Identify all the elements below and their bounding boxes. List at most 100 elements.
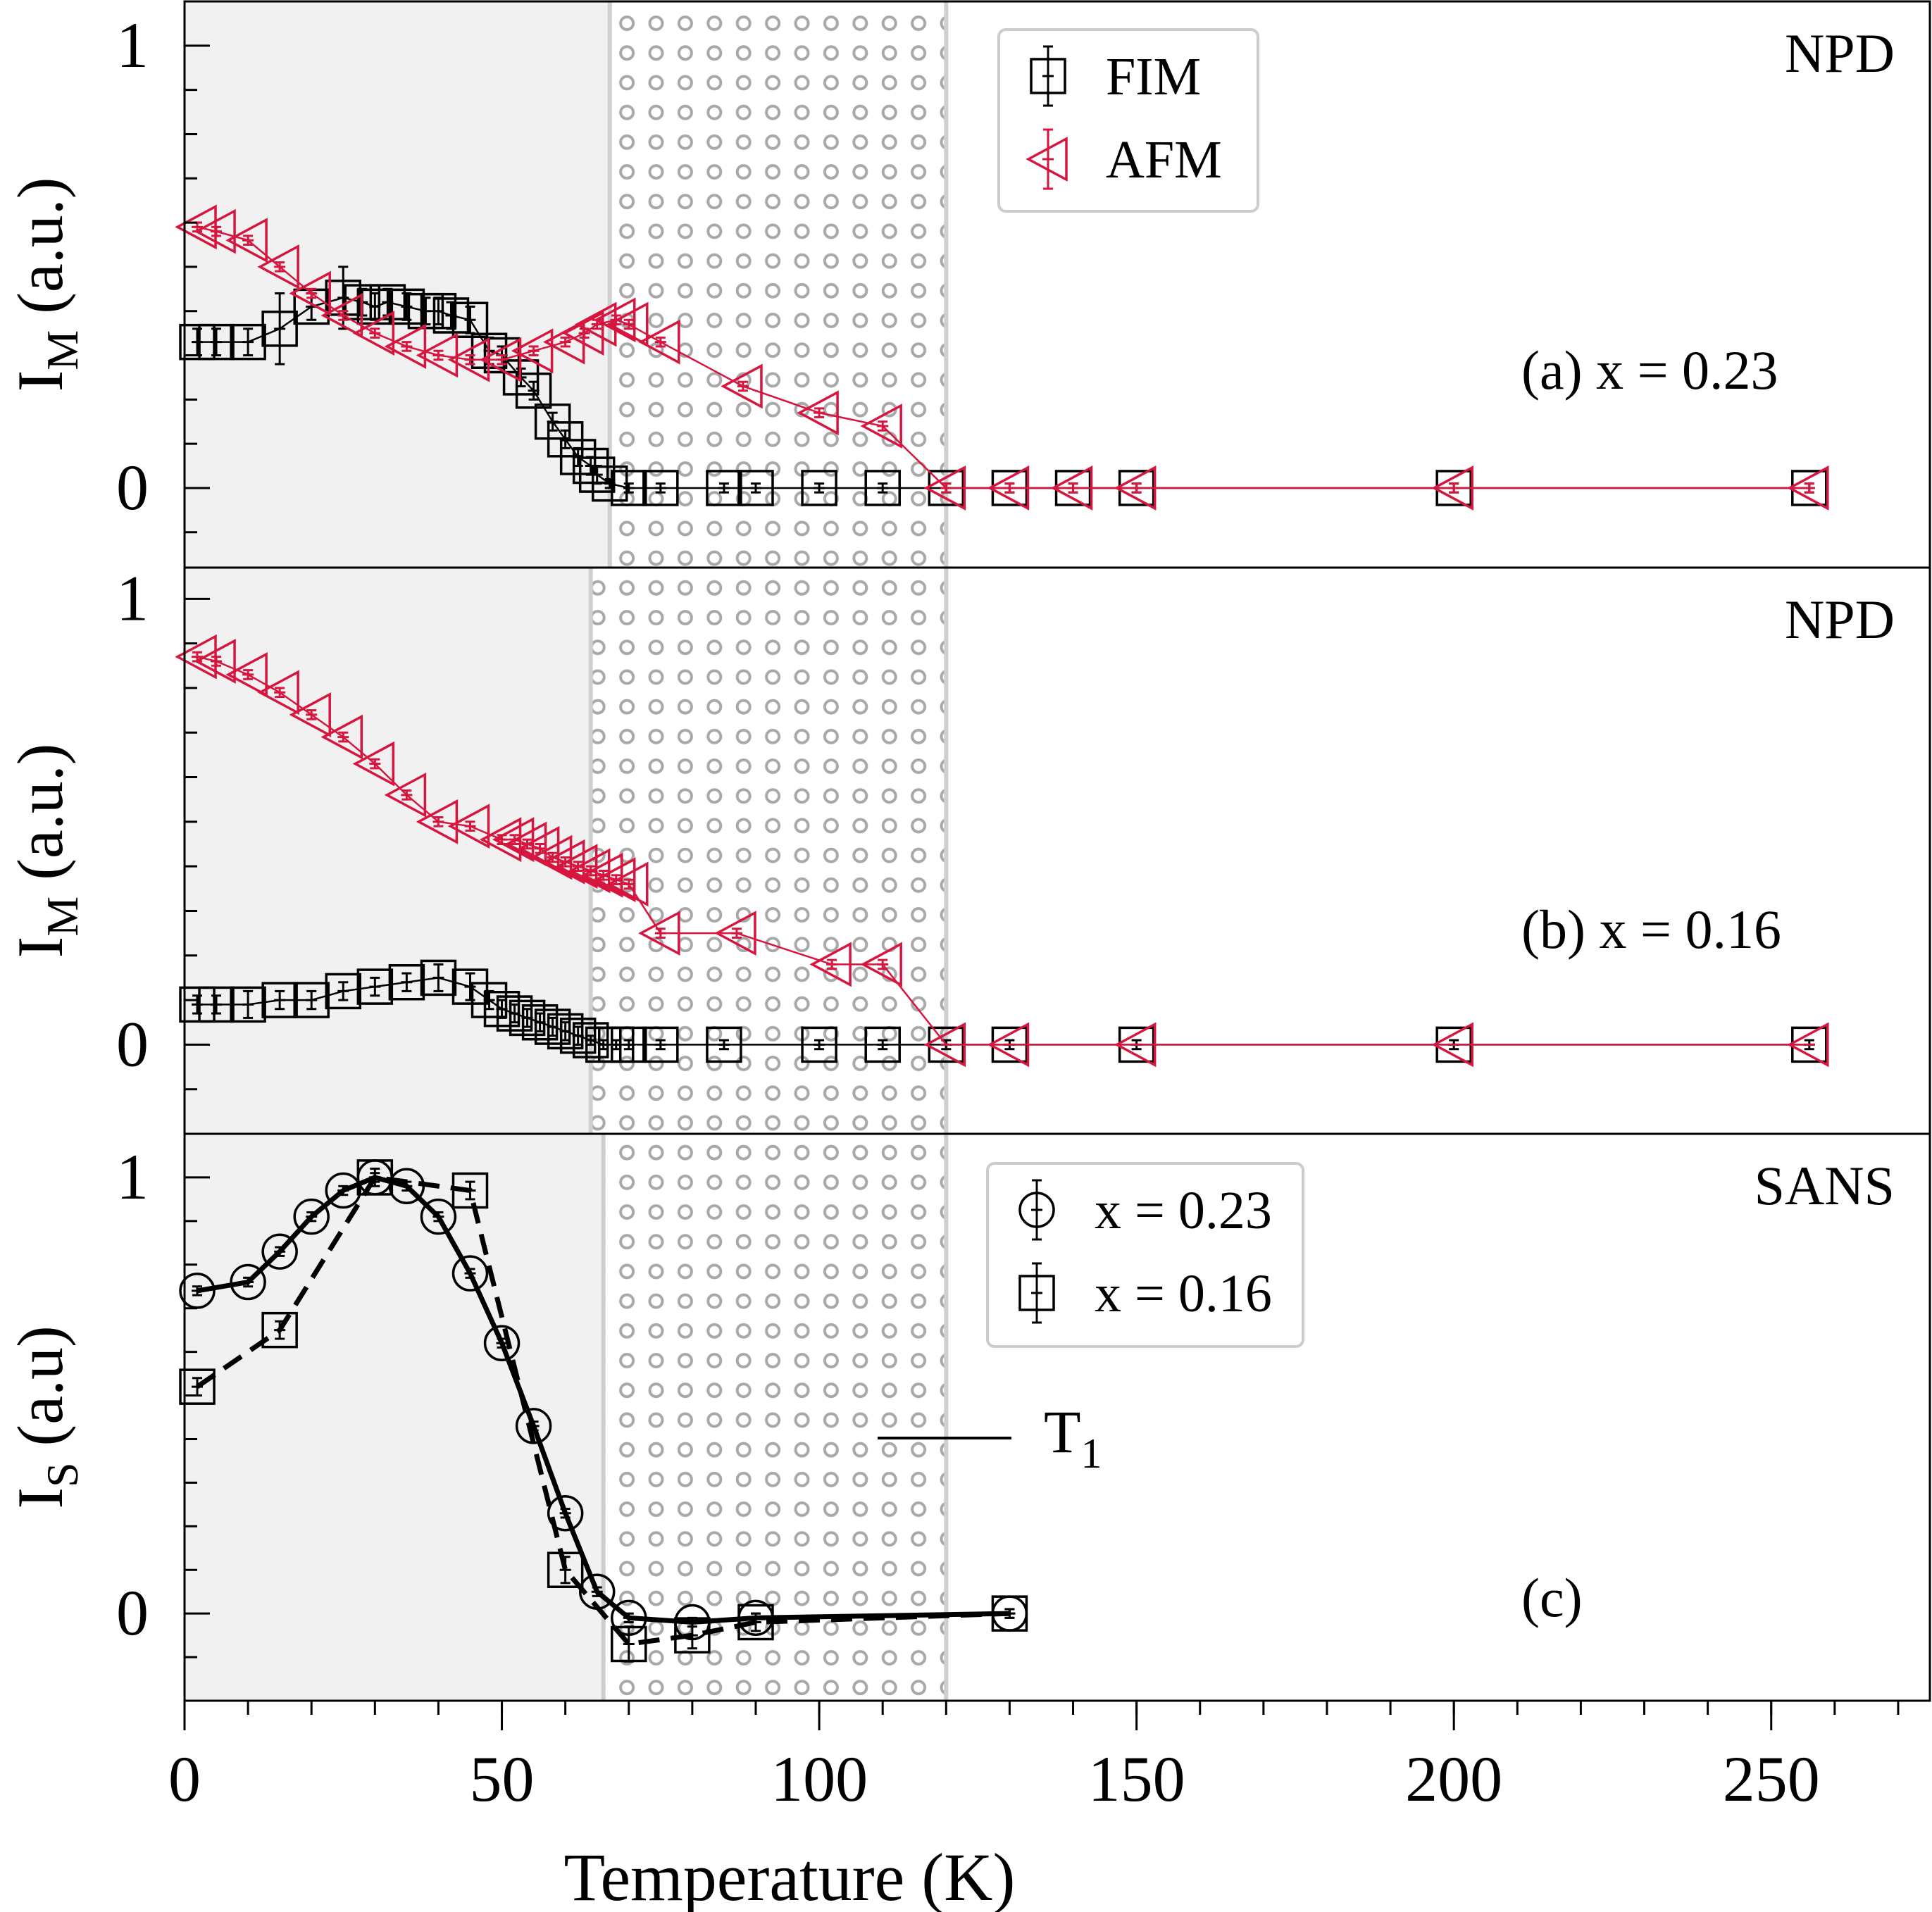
data-point: [261, 982, 298, 1018]
legend-entry: x = 0.23: [1018, 1179, 1272, 1241]
y-tick-label: 1: [116, 562, 149, 634]
t1-label: T1: [1044, 1398, 1102, 1477]
data-point: [352, 741, 395, 787]
legend-entry: FIM: [1030, 45, 1201, 107]
technique-label: SANS: [1755, 1155, 1895, 1216]
y-tick-label: 0: [116, 1577, 149, 1649]
y-axis-label: IS (a.u): [4, 1325, 87, 1508]
data-point: [230, 1263, 266, 1301]
data-point: [451, 301, 489, 338]
data-point: [384, 772, 427, 818]
data-point: [179, 1273, 216, 1309]
data-point: [517, 825, 560, 871]
data-point: [257, 244, 299, 289]
data-point: [581, 852, 623, 898]
data-point: [706, 1026, 742, 1063]
data-point: [594, 857, 636, 903]
data-point: [1787, 1022, 1829, 1068]
data-point: [356, 968, 394, 1005]
data-point: [611, 470, 647, 506]
t1-marker: T1: [878, 1398, 1102, 1477]
data-point: [638, 319, 680, 365]
data-point: [225, 218, 268, 263]
data-point: [864, 1026, 901, 1063]
data-point: [801, 1026, 837, 1063]
data-point: [447, 337, 490, 382]
data-point: [293, 1198, 330, 1235]
data-point: [504, 821, 547, 867]
y-tick-label: 0: [116, 451, 149, 523]
x-axis: 0 50 100 150 200 250: [168, 1701, 1900, 1815]
data-point: [860, 404, 902, 449]
y-label-unit: (a.u.): [4, 177, 76, 330]
y-label-main: I: [4, 1487, 76, 1509]
data-point: [483, 1325, 521, 1361]
data-point: [496, 995, 533, 1032]
data-point: [325, 973, 362, 1010]
data-point: [547, 1013, 584, 1050]
x-tick-label: 150: [1088, 1743, 1185, 1815]
data-point: [737, 470, 774, 506]
y-axis-c: 01: [116, 1132, 210, 1702]
data-point: [606, 301, 649, 347]
data-point: [257, 670, 299, 716]
data-point: [420, 959, 457, 996]
data-point: [194, 208, 236, 254]
data-point: [864, 470, 901, 506]
data-point: [674, 1617, 711, 1654]
technique-label: NPD: [1785, 23, 1895, 84]
data-point: [388, 288, 425, 325]
data-point: [860, 942, 902, 987]
series-line: [196, 1175, 1010, 1647]
data-point: [987, 465, 1030, 511]
data-point: [721, 363, 763, 409]
data-point: [198, 986, 235, 1023]
data-point: [447, 804, 490, 849]
data-point: [1431, 1022, 1473, 1068]
data-point: [515, 373, 552, 409]
data-point: [594, 297, 636, 343]
x-tick-label: 200: [1405, 1743, 1502, 1815]
legend: FIM AFM: [997, 28, 1259, 213]
data-point: [542, 839, 585, 885]
data-point: [420, 1198, 457, 1235]
y-label-unit: (a.u): [4, 1325, 76, 1462]
data-point: [420, 292, 457, 330]
data-point: [642, 470, 679, 506]
x-tick-label: 100: [771, 1743, 868, 1815]
data-point: [320, 714, 363, 760]
legend-label: FIM: [1106, 47, 1201, 106]
data-point: [642, 1026, 679, 1063]
t1-subscript: 1: [1081, 1430, 1102, 1477]
data-point: [511, 328, 554, 374]
data-point: [289, 692, 331, 737]
data-point: [534, 1008, 571, 1045]
y-tick-label: 1: [116, 1141, 149, 1213]
legend-box: [986, 1162, 1304, 1348]
y-label-main: I: [4, 937, 76, 958]
data-point: [356, 1159, 394, 1196]
data-point: [289, 270, 331, 316]
y-axis-label: IM (a.u.): [4, 177, 87, 392]
data-point: [325, 1172, 362, 1209]
data-point: [225, 652, 268, 697]
series-b-0: [179, 959, 1828, 1063]
data-point: [1050, 465, 1093, 511]
panel-annotation: (c): [1521, 1567, 1583, 1628]
data-point: [555, 844, 598, 889]
data-point: [479, 337, 522, 382]
data-point: [509, 999, 546, 1037]
data-point: [179, 1368, 216, 1405]
legend: x = 0.23 x = 0.16: [986, 1162, 1304, 1348]
legend-label: x = 0.23: [1095, 1181, 1272, 1240]
x-tick-label: 0: [168, 1743, 201, 1815]
data-point: [547, 1551, 584, 1588]
y-axis-b: 01: [116, 562, 210, 1135]
data-point: [561, 311, 604, 356]
data-point: [578, 456, 616, 493]
data-point: [530, 835, 573, 880]
t1-main: T: [1044, 1398, 1081, 1466]
data-point: [261, 1311, 298, 1349]
